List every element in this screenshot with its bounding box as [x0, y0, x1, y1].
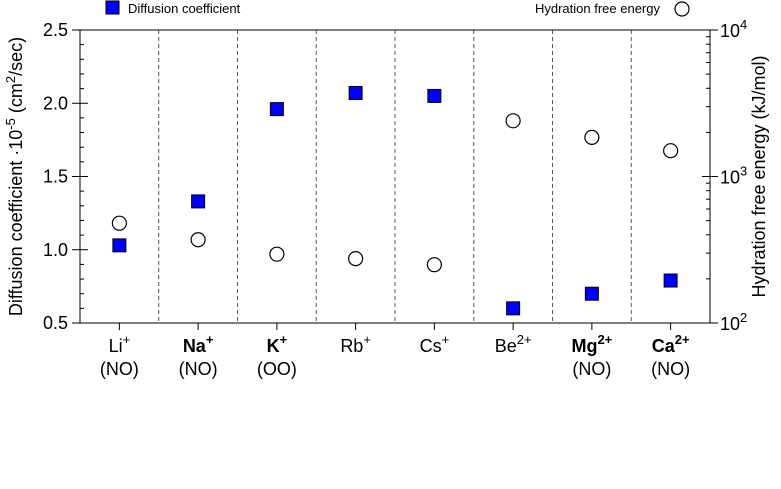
- left-axis-title: Diffusion coefficient ·10-5 (cm2/sec): [3, 37, 26, 316]
- diffusion-point: [663, 273, 678, 288]
- category-separators: [158, 30, 632, 323]
- legend-hydration-label: Hydration free energy: [535, 1, 661, 16]
- category-label: Mg2+: [571, 332, 612, 356]
- right-axis-title: Hydration free energy (kJ/mol): [749, 55, 769, 297]
- hydration-point: [111, 215, 127, 231]
- hydration-point: [584, 129, 600, 145]
- legend-hydration-marker: [674, 1, 690, 17]
- hydration-point: [505, 113, 521, 129]
- left-tick-label: 1.5: [43, 167, 68, 187]
- diffusion-point: [506, 301, 521, 316]
- right-axis: 102 103 104: [702, 17, 747, 334]
- hydration-point: [190, 232, 206, 248]
- category-group-label: (OO): [257, 359, 297, 379]
- category-label: Ca2+: [652, 332, 690, 356]
- hydration-point: [269, 246, 285, 262]
- x-axis: Li+ (NO) Na+ (NO) K+ (OO) Rb+ Cs+ Be2+ Mg2+ (NO) Ca…: [100, 323, 690, 379]
- category-label: Na+: [183, 332, 214, 356]
- diffusion-point: [348, 85, 363, 100]
- left-tick-label: 0.5: [43, 313, 68, 333]
- diffusion-point: [112, 238, 127, 253]
- data-marks: [111, 85, 679, 316]
- category-group-label: (NO): [651, 359, 690, 379]
- right-tick-label: 103: [720, 164, 747, 188]
- hydration-point: [663, 143, 679, 159]
- left-axis: 0.5 1.0 1.5 2.0 2.5: [43, 20, 88, 333]
- right-tick-label: 104: [720, 17, 747, 41]
- category-label: Cs+: [420, 332, 450, 356]
- category-label: Be2+: [495, 332, 532, 356]
- hydration-point: [348, 251, 364, 267]
- left-tick-label: 1.0: [43, 240, 68, 260]
- hydration-point: [426, 257, 442, 273]
- category-group-label: (NO): [572, 359, 611, 379]
- diffusion-point: [269, 102, 284, 117]
- diffusion-point: [191, 194, 206, 209]
- plot-frame: [79, 29, 711, 324]
- diffusion-point: [427, 88, 442, 103]
- left-tick-label: 2.5: [43, 20, 68, 40]
- right-tick-label: 102: [720, 310, 747, 334]
- category-group-label: (NO): [179, 359, 218, 379]
- left-tick-label: 2.0: [43, 93, 68, 113]
- diffusion-point: [584, 286, 599, 301]
- category-label: Rb+: [340, 332, 371, 356]
- legend-diffusion-marker: [105, 0, 120, 15]
- category-label: Li+: [109, 332, 131, 356]
- legend-diffusion-label: Diffusion coefficient: [128, 1, 241, 16]
- category-label: K+: [267, 332, 288, 356]
- category-group-label: (NO): [100, 359, 139, 379]
- legend: Diffusion coefficient Hydration free ene…: [105, 0, 690, 17]
